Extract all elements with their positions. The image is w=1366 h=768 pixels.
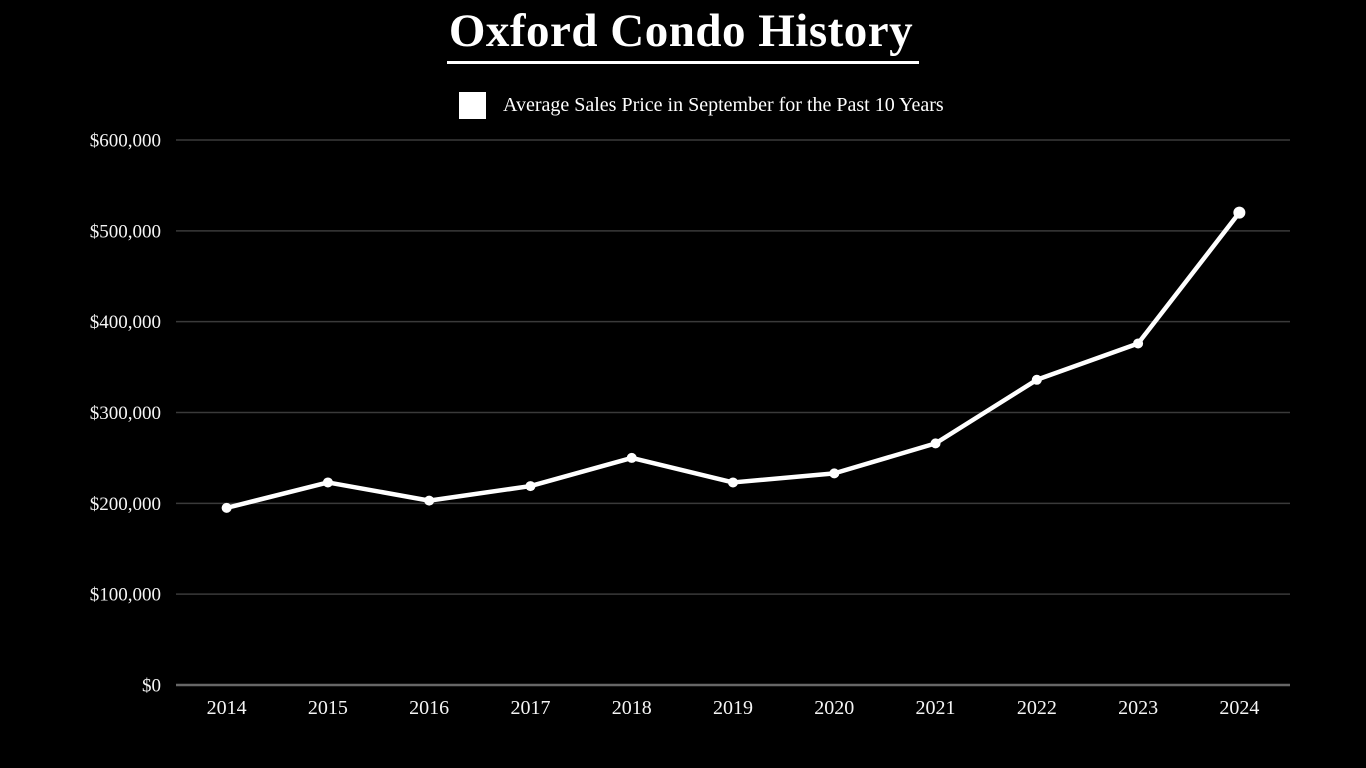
x-axis-tick-label: 2015 bbox=[308, 697, 348, 719]
page-title: Oxford Condo History bbox=[0, 4, 1366, 65]
data-point-2019 bbox=[728, 477, 738, 488]
data-point-2017 bbox=[525, 481, 536, 492]
y-axis-tick-label: $200,000 bbox=[90, 494, 161, 515]
x-axis-tick-label: 2021 bbox=[916, 697, 956, 719]
y-axis-tick-label: $500,000 bbox=[90, 221, 161, 242]
x-axis-tick-label: 2022 bbox=[1017, 697, 1057, 719]
series-line bbox=[224, 210, 1242, 511]
data-point-2018 bbox=[626, 452, 637, 463]
chart-legend: Average Sales Price in September for the… bbox=[459, 92, 944, 119]
x-axis-tick-label: 2014 bbox=[207, 697, 247, 719]
page-title-text: Oxford Condo History bbox=[446, 4, 920, 65]
x-axis-tick-label: 2019 bbox=[713, 697, 753, 719]
y-axis-tick-label: $0 bbox=[142, 676, 161, 697]
y-axis-tick-label: $300,000 bbox=[90, 403, 161, 424]
y-axis-tick-label: $100,000 bbox=[90, 585, 161, 606]
x-axis-tick-label: 2016 bbox=[409, 697, 449, 719]
data-point-2015 bbox=[322, 477, 333, 488]
data-point-2024 bbox=[1233, 206, 1246, 219]
x-axis-tick-label: 2023 bbox=[1118, 697, 1158, 719]
data-point-2022 bbox=[1031, 374, 1042, 385]
legend-label: Average Sales Price in September for the… bbox=[503, 94, 944, 116]
x-axis-tick-label: 2020 bbox=[814, 697, 854, 719]
data-point-2014 bbox=[221, 502, 232, 513]
data-point-2020 bbox=[829, 468, 840, 479]
data-point-2016 bbox=[424, 495, 435, 506]
y-axis-tick-label: $600,000 bbox=[90, 131, 161, 152]
data-point-2021 bbox=[930, 438, 941, 449]
x-axis-tick-label: 2017 bbox=[510, 697, 550, 719]
data-point-2023 bbox=[1133, 338, 1144, 349]
legend-swatch-icon bbox=[459, 92, 486, 119]
x-axis-tick-label: 2018 bbox=[612, 697, 652, 719]
y-axis-tick-label: $400,000 bbox=[90, 312, 161, 333]
x-axis-tick-label: 2024 bbox=[1219, 697, 1259, 719]
